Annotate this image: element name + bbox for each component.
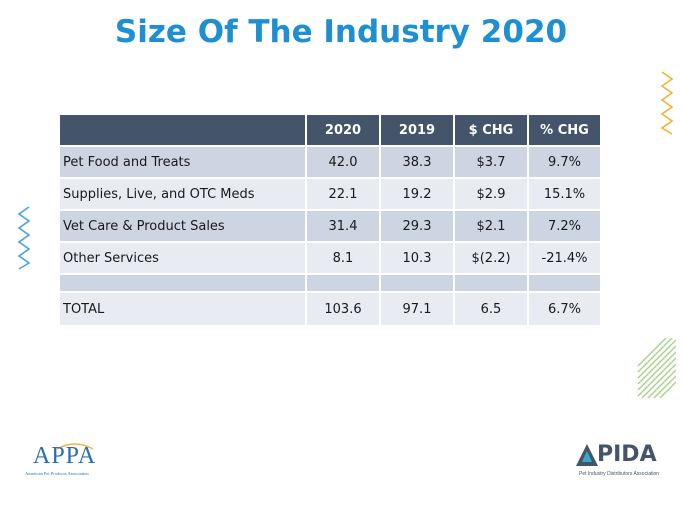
table-total-row: TOTAL 103.6 97.1 6.5 6.7% [58, 291, 602, 327]
pida-logo-tagline: Pet Industry Distributors Association [579, 471, 660, 477]
header-cell-2020: 2020 [305, 113, 381, 147]
row-label: Supplies, Live, and OTC Meds [58, 177, 307, 211]
cell-2020: 31.4 [305, 209, 381, 243]
pida-logo-text: PIDA [597, 442, 657, 467]
appa-logo-text: APPA [33, 443, 97, 469]
slide-title: Size Of The Industry 2020 [114, 14, 568, 50]
header-cell-blank [58, 113, 307, 147]
table-row: Supplies, Live, and OTC Meds 22.1 19.2 $… [58, 177, 602, 211]
cell-2020: 22.1 [305, 177, 381, 211]
row-label: Pet Food and Treats [58, 145, 307, 179]
total-percent-change: 6.7% [527, 291, 602, 327]
pida-triangle-icon [576, 444, 598, 466]
pida-logo: PIDA Pet Industry Distributors Associati… [573, 440, 673, 480]
total-2020: 103.6 [305, 291, 381, 327]
table-row: Other Services 8.1 10.3 $(2.2) -21.4% [58, 241, 602, 275]
cell-dollar-change: $(2.2) [453, 241, 529, 275]
header-cell-percent-change: % CHG [527, 113, 602, 147]
spacer-cell [527, 273, 602, 293]
cell-2020: 42.0 [305, 145, 381, 179]
cell-percent-change: -21.4% [527, 241, 602, 275]
cell-2019: 10.3 [379, 241, 455, 275]
spacer-cell [58, 273, 307, 293]
table-spacer-row [58, 273, 602, 293]
total-label: TOTAL [58, 291, 307, 327]
header-cell-2019: 2019 [379, 113, 455, 147]
table-row: Vet Care & Product Sales 31.4 29.3 $2.1 … [58, 209, 602, 243]
green-stripes-decoration [637, 338, 676, 399]
cell-2020: 8.1 [305, 241, 381, 275]
table-header-row: 2020 2019 $ CHG % CHG [58, 113, 602, 147]
blue-zigzag-decoration [17, 206, 31, 270]
cell-percent-change: 9.7% [527, 145, 602, 179]
table-row: Pet Food and Treats 42.0 38.3 $3.7 9.7% [58, 145, 602, 179]
cell-dollar-change: $2.1 [453, 209, 529, 243]
cell-2019: 29.3 [379, 209, 455, 243]
industry-size-table: 2020 2019 $ CHG % CHG Pet Food and Treat… [58, 113, 602, 327]
row-label: Other Services [58, 241, 307, 275]
cell-2019: 38.3 [379, 145, 455, 179]
cell-dollar-change: $2.9 [453, 177, 529, 211]
appa-logo-tagline: American Pet Products Association [25, 471, 89, 476]
total-2019: 97.1 [379, 291, 455, 327]
row-label: Vet Care & Product Sales [58, 209, 307, 243]
spacer-cell [305, 273, 381, 293]
header-cell-dollar-change: $ CHG [453, 113, 529, 147]
cell-2019: 19.2 [379, 177, 455, 211]
cell-dollar-change: $3.7 [453, 145, 529, 179]
appa-arc-icon [56, 443, 94, 450]
cell-percent-change: 15.1% [527, 177, 602, 211]
total-dollar-change: 6.5 [453, 291, 529, 327]
appa-logo: APPA American Pet Products Association [25, 442, 125, 482]
orange-zigzag-decoration [660, 71, 674, 135]
cell-percent-change: 7.2% [527, 209, 602, 243]
spacer-cell [453, 273, 529, 293]
spacer-cell [379, 273, 455, 293]
